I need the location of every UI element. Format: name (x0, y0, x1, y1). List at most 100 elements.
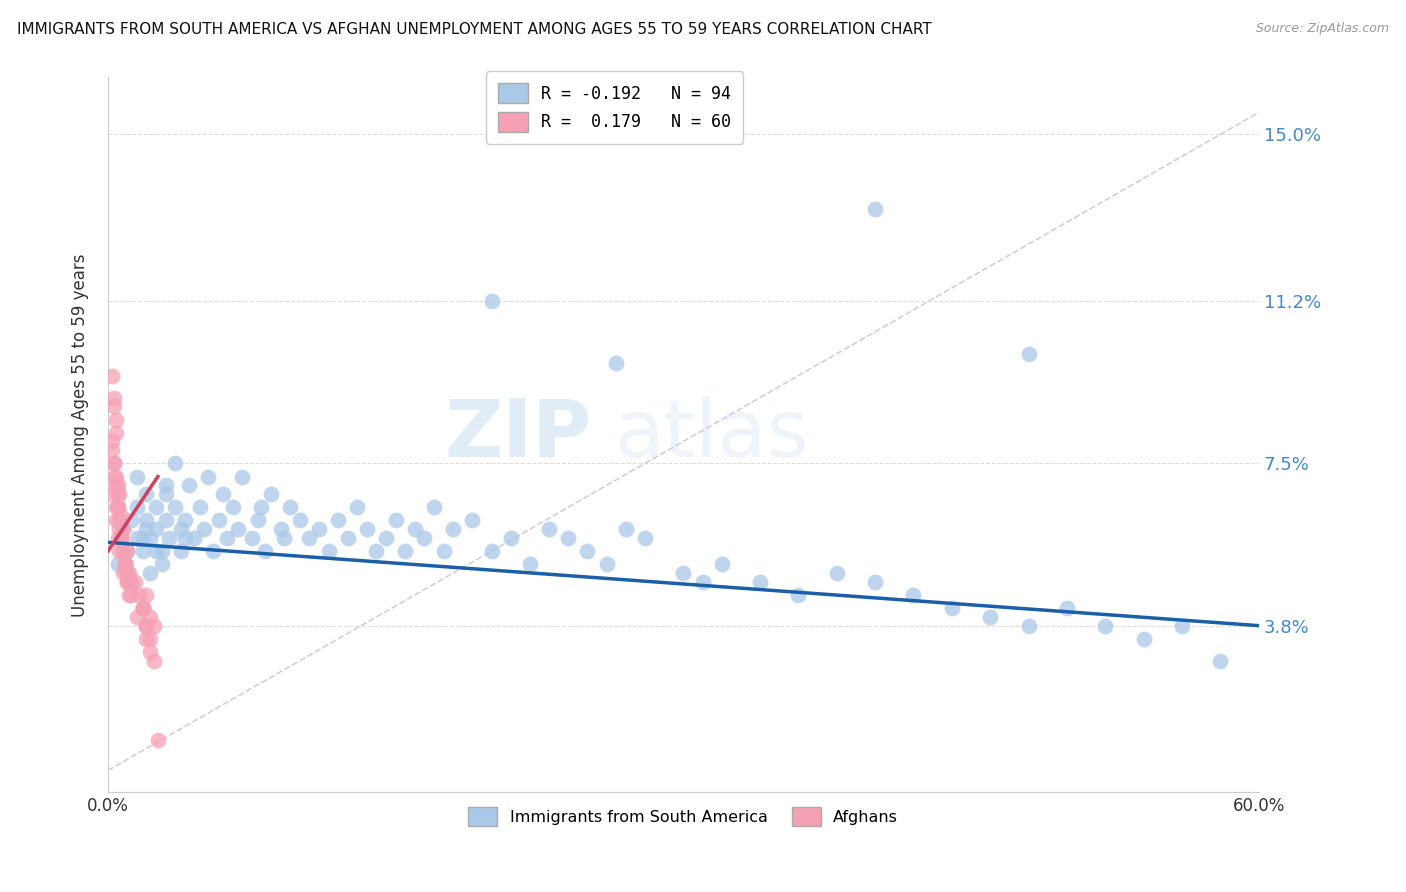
Point (104, 513, 127, 527)
Point (131, 531, 153, 545)
Point (240, 531, 263, 545)
Point (423, 500, 446, 515)
Point (1132, 632, 1154, 646)
Point (1209, 654, 1232, 668)
Point (336, 531, 359, 545)
Point (150, 558, 173, 572)
Point (749, 574, 772, 589)
Point (104, 500, 127, 515)
Point (557, 531, 579, 545)
Point (246, 513, 269, 527)
Point (108, 544, 131, 558)
Point (231, 469, 253, 483)
Point (155, 487, 177, 501)
Point (461, 513, 484, 527)
Point (110, 531, 132, 545)
Point (692, 574, 714, 589)
Point (634, 531, 657, 545)
Point (135, 588, 157, 602)
Point (1018, 618, 1040, 632)
Point (104, 469, 127, 483)
Point (519, 558, 541, 572)
Point (165, 500, 187, 515)
Point (120, 574, 142, 589)
Text: ZIP: ZIP (444, 396, 592, 474)
Point (124, 574, 146, 589)
Point (112, 566, 135, 580)
Point (326, 513, 349, 527)
Point (150, 544, 173, 558)
Point (115, 574, 138, 589)
Point (101, 434, 124, 449)
Point (131, 544, 153, 558)
Point (165, 456, 187, 470)
Point (125, 500, 148, 515)
Point (103, 456, 125, 470)
Point (270, 522, 292, 536)
Point (120, 574, 142, 589)
Point (131, 601, 153, 615)
Point (1056, 601, 1078, 615)
Point (288, 513, 311, 527)
Point (112, 522, 135, 536)
Text: atlas: atlas (614, 396, 808, 474)
Point (114, 558, 136, 572)
Point (135, 522, 157, 536)
Point (145, 544, 167, 558)
Point (173, 513, 195, 527)
Point (101, 443, 124, 458)
Point (825, 566, 848, 580)
Point (104, 412, 127, 426)
Point (139, 531, 162, 545)
Point (710, 558, 733, 572)
Point (107, 500, 129, 515)
Point (143, 618, 166, 632)
Point (384, 513, 406, 527)
Point (941, 601, 963, 615)
Point (118, 566, 141, 580)
Point (104, 478, 127, 492)
Point (107, 500, 129, 515)
Point (115, 574, 138, 589)
Point (1094, 618, 1116, 632)
Point (103, 456, 125, 470)
Point (298, 531, 321, 545)
Point (375, 531, 398, 545)
Point (139, 566, 162, 580)
Point (115, 544, 138, 558)
Point (404, 522, 426, 536)
Point (863, 202, 886, 216)
Point (441, 522, 464, 536)
Point (863, 574, 886, 589)
Point (433, 544, 456, 558)
Point (107, 558, 129, 572)
Point (208, 513, 231, 527)
Point (672, 566, 695, 580)
Point (177, 478, 200, 492)
Legend: Immigrants from South America, Afghans: Immigrants from South America, Afghans (461, 799, 907, 834)
Point (366, 544, 388, 558)
Point (318, 544, 340, 558)
Point (250, 500, 273, 515)
Point (605, 355, 627, 369)
Point (114, 558, 136, 572)
Point (120, 513, 142, 527)
Point (107, 531, 129, 545)
Point (413, 531, 436, 545)
Point (254, 544, 277, 558)
Point (101, 487, 124, 501)
Point (155, 513, 177, 527)
Point (157, 531, 180, 545)
Point (139, 610, 162, 624)
Point (114, 558, 136, 572)
Point (212, 487, 235, 501)
Point (107, 487, 129, 501)
Point (108, 487, 131, 501)
Point (128, 588, 150, 602)
Point (112, 544, 135, 558)
Point (614, 522, 637, 536)
Point (260, 487, 283, 501)
Point (481, 544, 503, 558)
Point (903, 588, 925, 602)
Point (979, 610, 1001, 624)
